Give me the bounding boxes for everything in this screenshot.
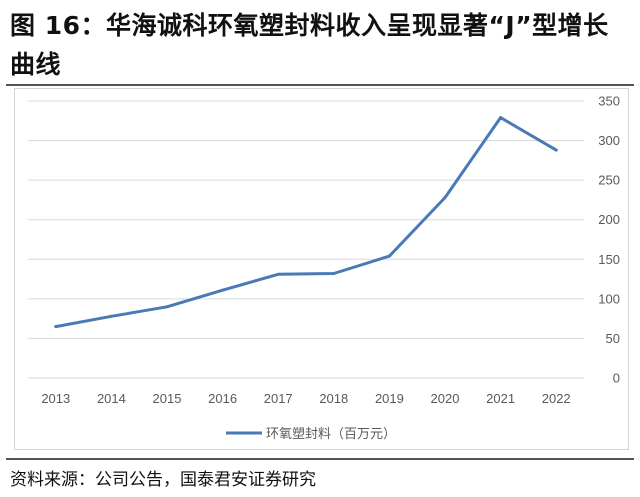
x-tick-label: 2018 (319, 391, 348, 406)
y-axis-ticks: 0 50 100 150 200 250 300 350 (598, 94, 620, 386)
x-tick-label: 2017 (264, 391, 293, 406)
series-line (54, 116, 558, 329)
data-point (109, 314, 113, 318)
source-note: 资料来源：公司公告，国泰君安证券研究 (10, 470, 316, 490)
legend-label: 环氧塑封料（百万元） (266, 427, 396, 442)
data-point (443, 196, 447, 200)
x-tick-label: 2019 (375, 391, 404, 406)
x-tick-label: 2020 (431, 391, 460, 406)
footer-divider (6, 458, 634, 460)
y-tick-label: 350 (598, 94, 620, 109)
x-axis-ticks: 2013 2014 2015 2016 2017 2018 2019 2020 2021 2022 (41, 391, 570, 406)
y-tick-label: 300 (598, 133, 620, 148)
data-point (54, 325, 58, 329)
y-tick-label: 100 (598, 291, 620, 306)
x-tick-label: 2014 (97, 391, 126, 406)
x-tick-label: 2015 (153, 391, 182, 406)
title-divider (6, 84, 634, 86)
data-point (554, 148, 558, 152)
data-point (221, 288, 225, 292)
y-tick-label: 200 (598, 212, 620, 227)
chart-frame (14, 88, 629, 450)
data-point (387, 254, 391, 258)
data-point (276, 272, 280, 276)
data-point (499, 116, 503, 120)
y-tick-label: 0 (613, 371, 620, 386)
x-tick-label: 2021 (486, 391, 515, 406)
x-tick-label: 2016 (208, 391, 237, 406)
y-tick-label: 150 (598, 252, 620, 267)
y-tick-label: 50 (606, 331, 620, 346)
gridlines (28, 100, 584, 379)
series-layer (54, 116, 558, 329)
data-point (165, 305, 169, 309)
x-tick-label: 2022 (542, 391, 571, 406)
legend: 环氧塑封料（百万元） (226, 427, 396, 442)
data-point (332, 272, 336, 276)
y-tick-label: 250 (598, 173, 620, 188)
x-tick-label: 2013 (41, 391, 70, 406)
figure-title: 图 16：华海诚科环氧塑封料收入呈现显著“J”型增长曲线 (10, 11, 609, 79)
